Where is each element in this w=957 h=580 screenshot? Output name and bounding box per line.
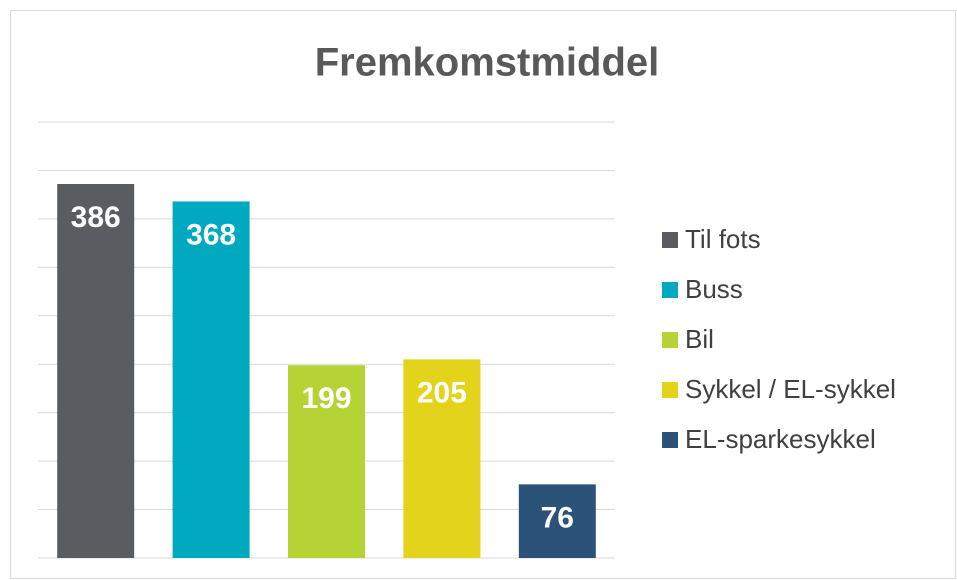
chart-title: Fremkomstmiddel <box>315 41 660 85</box>
legend-label: EL-sparkesykkel <box>685 424 876 454</box>
chart-border <box>10 10 956 579</box>
data-label: 76 <box>541 501 574 534</box>
legend-swatch <box>662 282 678 298</box>
data-label: 386 <box>71 201 121 234</box>
bar <box>57 184 135 558</box>
legend-swatch <box>662 332 678 348</box>
legend-label: Bil <box>685 324 714 354</box>
data-label: 199 <box>301 382 351 415</box>
legend-swatch <box>662 232 678 248</box>
legend-swatch <box>662 382 678 398</box>
bar <box>403 359 481 558</box>
data-label: 205 <box>417 376 467 409</box>
bar <box>172 201 250 558</box>
legend-label: Sykkel / EL-sykkel <box>685 374 896 404</box>
legend-label: Buss <box>685 274 743 304</box>
data-label: 368 <box>186 218 236 251</box>
bar <box>288 365 365 558</box>
legend-label: Til fots <box>685 224 761 254</box>
legend-swatch <box>662 432 678 448</box>
bar <box>518 484 596 558</box>
